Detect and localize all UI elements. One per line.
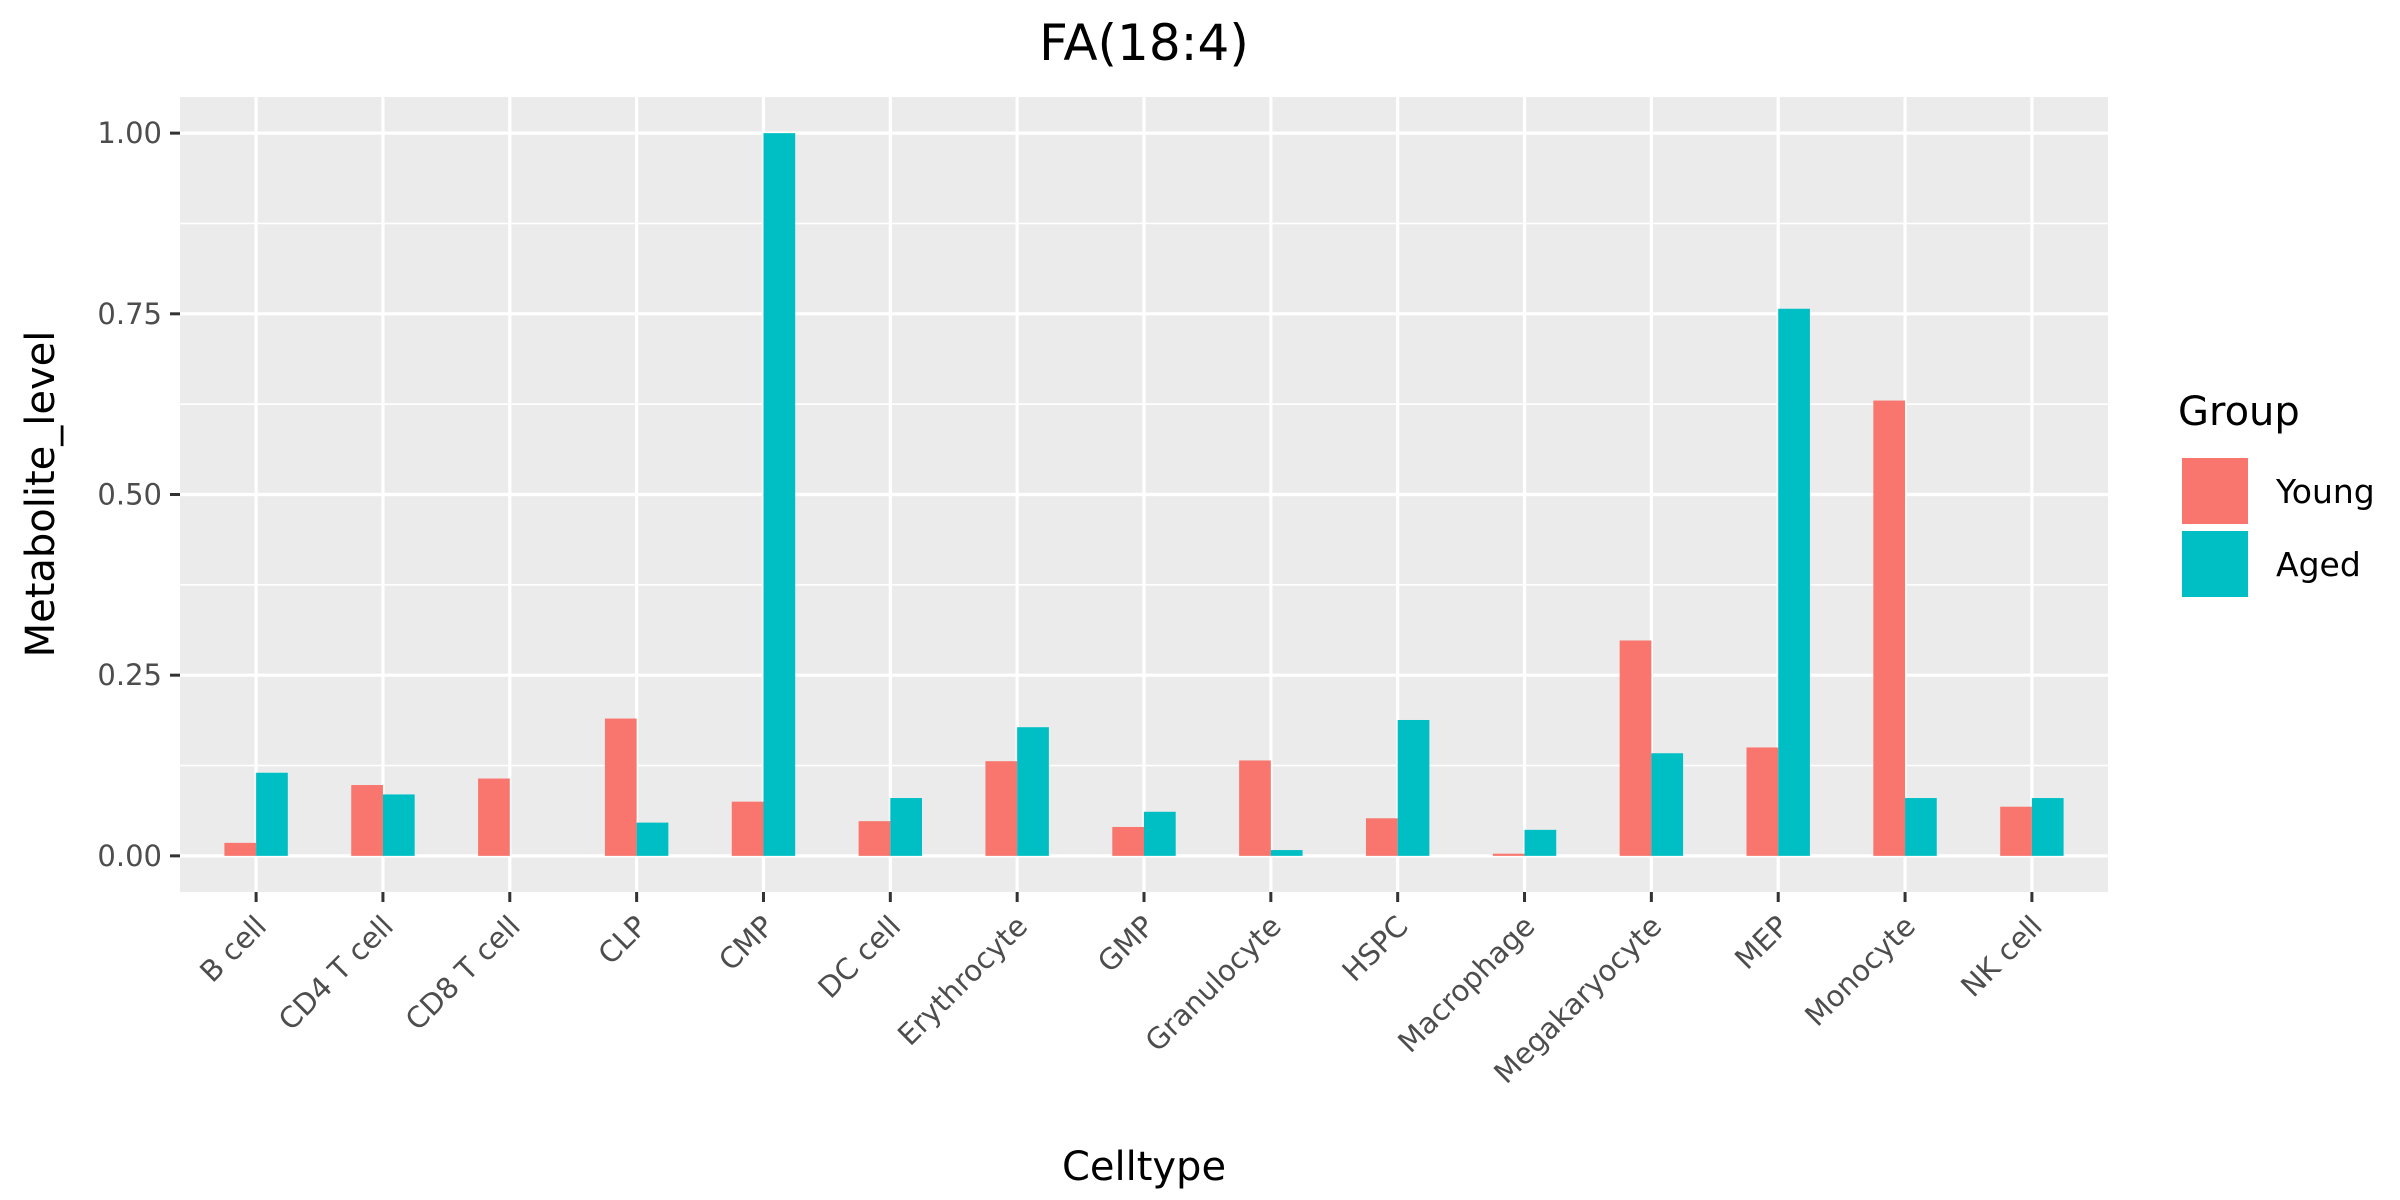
bar-aged [1524, 829, 1557, 856]
x-tick-label: HSPC [1335, 909, 1414, 988]
bar-aged [1144, 811, 1176, 856]
bar-aged [1651, 753, 1684, 856]
bar-aged [636, 822, 669, 856]
bar-aged [1397, 719, 1430, 856]
bar-young [1112, 826, 1144, 856]
y-axis: 0.00 0.25 0.50 0.75 1.00 [97, 116, 180, 873]
y-tick-label: 0.25 [97, 658, 162, 692]
x-tick-label: B cell [193, 909, 273, 989]
legend-title: Group [2178, 389, 2300, 435]
x-tick-label: NK cell [1954, 909, 2049, 1004]
bar-aged [763, 133, 796, 856]
x-tick-label: GMP [1091, 909, 1161, 979]
bar-young [1873, 400, 1906, 856]
x-tick-label: Monocyte [1798, 909, 1922, 1033]
bar-aged [890, 798, 923, 856]
bar-young [2000, 806, 2032, 856]
bar-aged [1905, 798, 1937, 856]
legend-label-aged: Aged [2276, 545, 2361, 584]
bar-aged [1778, 308, 1810, 856]
legend: Group Young Aged [2178, 389, 2375, 597]
y-tick-label: 1.00 [97, 116, 162, 150]
legend-label-young: Young [2275, 472, 2375, 511]
chart-title: FA(18:4) [1039, 14, 1249, 72]
y-axis-title: Metabolite_level [18, 331, 64, 658]
x-tick-label: CD8 T cell [399, 909, 527, 1037]
bar-young [604, 718, 637, 856]
x-tick-label: MEP [1728, 909, 1795, 976]
x-axis-title: Celltype [1062, 1144, 1226, 1190]
x-tick-label: DC cell [811, 909, 907, 1005]
bar-aged [1017, 727, 1049, 856]
bars [224, 133, 2064, 856]
bar-young [224, 842, 257, 856]
bar-young [985, 761, 1018, 856]
y-tick-label: 0.50 [97, 478, 162, 512]
x-tick-label: CD4 T cell [272, 909, 400, 1037]
bar-young [1746, 747, 1779, 856]
bar-aged [256, 772, 288, 856]
bar-young [351, 785, 383, 856]
bar-young [1619, 640, 1652, 856]
y-tick-label: 0.00 [97, 839, 162, 873]
legend-key-young [2182, 458, 2248, 524]
bar-young [1492, 853, 1525, 856]
bar-aged [1270, 850, 1303, 856]
legend-key-aged [2182, 531, 2248, 597]
y-tick-label: 0.75 [97, 297, 162, 331]
bar-young [731, 801, 764, 856]
x-tick-label: Erythrocyte [891, 909, 1034, 1052]
bar-aged [2031, 798, 2064, 856]
bar-aged [382, 794, 415, 856]
x-tick-label: CLP [591, 909, 653, 971]
x-tick-label: CMP [712, 909, 780, 977]
bar-young [858, 821, 891, 856]
bar-young [1365, 818, 1398, 856]
bar-young [1239, 760, 1271, 856]
bar-young [478, 778, 510, 856]
x-tick-label: Granulocyte [1139, 909, 1288, 1058]
